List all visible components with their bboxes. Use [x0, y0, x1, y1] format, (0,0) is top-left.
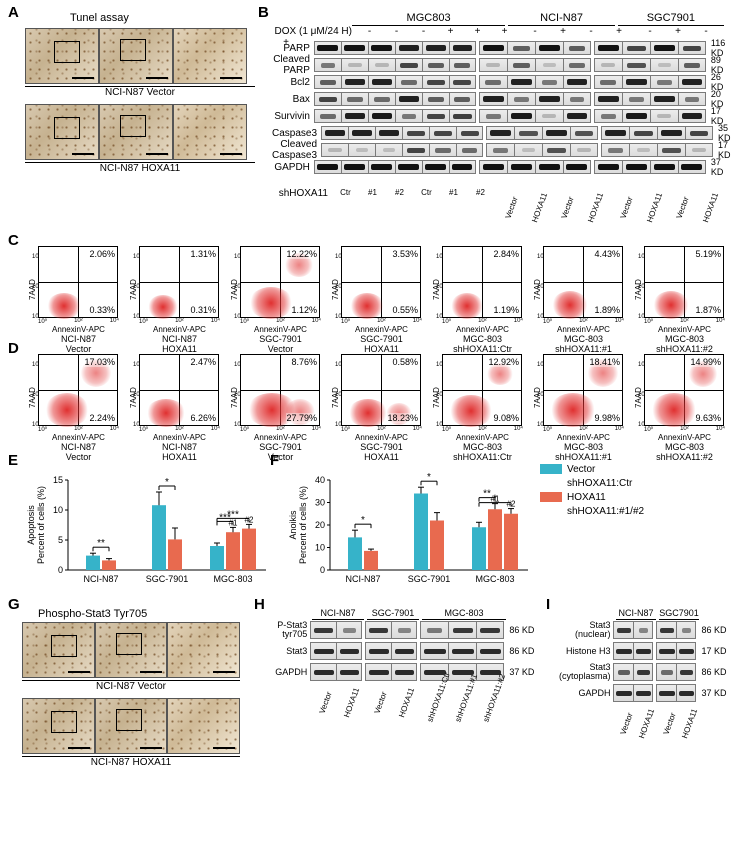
svg-text:10: 10	[53, 505, 63, 515]
panel-a-images: NCI-N87 Vector NCI-N87 HOXA11	[25, 28, 255, 180]
svg-text:*: *	[361, 515, 365, 526]
svg-text:***: ***	[227, 509, 239, 520]
svg-text:NCI-N87: NCI-N87	[83, 574, 118, 584]
ihc-row-label: NCI-N87 HOXA11	[25, 162, 255, 174]
panel-g-letter: G	[8, 596, 20, 613]
panel-f-chart: 010203040NCI-N87SGC-7901#1#2MGC-803*****…	[284, 466, 534, 596]
panel-e-letter: E	[8, 452, 18, 469]
svg-text:SGC-7901: SGC-7901	[408, 574, 451, 584]
svg-text:MGC-803: MGC-803	[475, 574, 514, 584]
panel-b-letter: B	[258, 4, 269, 21]
ihc-row-label: NCI-N87 HOXA11	[22, 756, 240, 768]
svg-text:Percent of cells (%): Percent of cells (%)	[298, 486, 308, 564]
svg-text:NCI-N87: NCI-N87	[345, 574, 380, 584]
svg-text:15: 15	[53, 475, 63, 485]
panel-a-letter: A	[8, 4, 19, 21]
svg-text:30: 30	[315, 498, 325, 508]
svg-text:Apoptosis: Apoptosis	[26, 505, 36, 545]
svg-text:10: 10	[315, 543, 325, 553]
cell-line-header: MGC803	[352, 12, 506, 26]
panel-b-header: MGC803NCI-N87 SGC7901	[272, 12, 727, 26]
panel-d-plots: 7AAD10⁰10²10⁴17.03%2.24%10⁰10²10⁴Annexin…	[20, 354, 725, 462]
svg-text:Anoikis: Anoikis	[288, 510, 298, 540]
svg-text:5: 5	[58, 535, 63, 545]
panel-e-chart: 051015NCI-N87SGC-7901#1#2MGC-803********…	[22, 466, 272, 596]
panel-i-letter: I	[546, 596, 550, 613]
svg-text:SGC-7901: SGC-7901	[146, 574, 189, 584]
cell-line-header: SGC7901	[618, 12, 724, 26]
svg-text:**: **	[483, 489, 491, 500]
panel-h-letter: H	[254, 596, 265, 613]
svg-text:0: 0	[320, 565, 325, 575]
panel-c-letter: C	[8, 232, 19, 249]
svg-text:0: 0	[58, 565, 63, 575]
panel-b-blots: PARP116 KDCleaved PARP89 KDBcl226 KDBax2…	[272, 40, 727, 176]
svg-text:*: *	[165, 477, 169, 488]
panel-g-images: NCI-N87 Vector NCI-N87 HOXA11	[22, 622, 240, 774]
svg-text:**: **	[97, 538, 105, 549]
panel-b-footer: shHOXA11Ctr#1#2Ctr#1#2VectorHOXA11Vector…	[272, 188, 727, 230]
panel-i-blots: NCI-N87SGC7901Stat3(nuclear)86 KDHistone…	[558, 608, 732, 747]
svg-text:*: *	[427, 472, 431, 483]
svg-text:Percent of cells (%): Percent of cells (%)	[36, 486, 46, 564]
panel-c-plots: 7AAD10⁰10²10⁴2.06%0.33%10⁰10²10⁴AnnexinV…	[20, 246, 725, 354]
panel-ef-legend: VectorshHOXA11:CtrHOXA11shHOXA11:#1/#2	[540, 462, 644, 518]
svg-text:40: 40	[315, 475, 325, 485]
panel-a-title: Tunel assay	[70, 12, 129, 24]
svg-text:*: *	[493, 494, 497, 505]
ihc-row-label: NCI-N87 Vector	[22, 680, 240, 692]
svg-text:20: 20	[315, 520, 325, 530]
panel-g-title: Phospho-Stat3 Tyr705	[38, 608, 147, 620]
svg-text:MGC-803: MGC-803	[213, 574, 252, 584]
cell-line-header: NCI-N87	[508, 12, 614, 26]
ihc-row-label: NCI-N87 Vector	[25, 86, 255, 98]
panel-d-letter: D	[8, 340, 19, 357]
panel-h-blots: NCI-N87SGC-7901MGC-803P-Stat3tyr70586 KD…	[268, 608, 540, 726]
